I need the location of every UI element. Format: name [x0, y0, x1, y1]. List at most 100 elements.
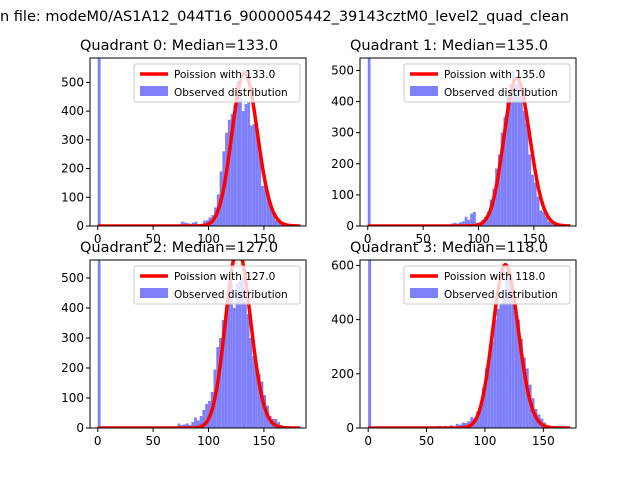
legend-observed-label: Observed distribution	[444, 289, 558, 301]
x-tick-label: 0	[364, 232, 372, 246]
panel-title: Quadrant 2: Median=127.0	[80, 240, 278, 256]
y-tick-label: 600	[331, 258, 354, 272]
histogram-bar	[236, 80, 239, 226]
histogram-bar	[511, 289, 515, 428]
histogram-bar	[533, 182, 537, 226]
legend-poisson-label: Poission with 133.0	[174, 69, 275, 81]
panel-title: Quadrant 3: Median=118.0	[350, 240, 548, 256]
panel-title: Quadrant 1: Median=135.0	[350, 38, 548, 54]
histogram-bar	[255, 128, 259, 226]
histogram-bar	[484, 368, 488, 428]
histogram-bar	[455, 423, 459, 428]
legend: Poission with 135.0 Observed distribution	[403, 63, 571, 103]
histogram-bar	[547, 221, 551, 226]
legend-box	[133, 63, 301, 103]
legend-observed-swatch	[410, 86, 438, 96]
x-tick-label: 150	[252, 232, 275, 246]
histogram-bar	[517, 82, 521, 226]
legend-observed-swatch	[140, 288, 168, 298]
histogram-bar	[479, 406, 483, 428]
histogram-bar	[243, 302, 247, 428]
histogram-bar	[487, 360, 491, 428]
histogram-bar	[514, 303, 518, 428]
legend-poisson-label: Poission with 118.0	[444, 271, 545, 283]
histogram-bar	[490, 341, 494, 428]
x-tick-label: 50	[145, 232, 160, 246]
y-tick-label: 200	[331, 367, 354, 381]
x-tick-label: 100	[197, 434, 220, 448]
histogram-bar	[252, 124, 256, 226]
y-tick-label: 200	[61, 361, 84, 375]
histogram-bar	[185, 423, 189, 428]
y-tick-label: 400	[331, 95, 354, 109]
histogram-bar	[227, 119, 231, 226]
histogram-bar	[482, 387, 485, 428]
histogram-bar	[550, 222, 554, 226]
histogram-bar	[238, 91, 242, 226]
histogram-bar	[544, 216, 548, 226]
histogram-bar	[250, 125, 253, 226]
histogram-bar	[235, 284, 239, 428]
plot-area	[96, 260, 302, 428]
panel-title: Quadrant 0: Median=133.0	[80, 38, 278, 54]
y-tick-label: 100	[61, 190, 84, 204]
histogram-bar	[194, 221, 198, 226]
x-tick-label: 100	[473, 434, 496, 448]
legend-observed-label: Observed distribution	[174, 87, 288, 99]
y-tick-label: 200	[61, 162, 84, 176]
y-tick-label: 300	[61, 133, 84, 147]
histogram-bar	[470, 213, 473, 226]
histogram-bar	[505, 276, 509, 428]
histogram-bar	[486, 212, 490, 226]
legend-observed-swatch	[410, 288, 438, 298]
x-tick-label: 0	[94, 232, 102, 246]
histogram-bar	[241, 278, 244, 428]
axes-frame	[359, 57, 577, 227]
x-tick-label: 150	[522, 232, 545, 246]
legend-box	[133, 265, 301, 305]
histogram-bar	[230, 114, 234, 226]
histogram-panel-1: Quadrant 1: Median=135.0 0 50 100 150 0 100 200…	[331, 38, 577, 246]
axes-frame	[89, 57, 307, 227]
histogram-bar	[508, 84, 512, 226]
y-tick-label: 500	[331, 63, 354, 77]
histogram-bar	[196, 420, 200, 428]
y-tick-label: 400	[331, 313, 354, 327]
histogram-bar	[247, 102, 251, 226]
legend: Poission with 133.0 Observed distribution	[133, 63, 301, 103]
histogram-bar	[199, 416, 203, 428]
histogram-bar	[244, 103, 248, 226]
legend-poisson-label: Poission with 127.0	[174, 271, 275, 283]
histogram-bar	[260, 381, 264, 428]
histogram-bar	[492, 188, 496, 226]
histogram-bar	[191, 422, 195, 428]
plot-area	[366, 58, 572, 226]
histogram-bar	[536, 196, 540, 226]
histogram-bar	[205, 404, 208, 428]
histogram-bar	[252, 356, 256, 428]
y-tick-label: 300	[331, 126, 354, 140]
y-tick-label: 500	[61, 75, 84, 89]
histogram-bar	[258, 154, 262, 226]
histogram-bar	[232, 308, 236, 428]
histogram-bar	[495, 168, 498, 226]
poisson-curve	[96, 260, 302, 428]
histogram-bar	[263, 182, 267, 226]
histogram-bar	[522, 357, 526, 428]
y-tick-label: 500	[61, 271, 84, 285]
histogram-bar	[542, 212, 545, 226]
y-tick-label: 0	[346, 219, 354, 233]
histogram-bar	[183, 424, 186, 428]
x-tick-label: 100	[467, 232, 490, 246]
x-tick-label: 0	[94, 434, 102, 448]
y-tick-label: 100	[61, 391, 84, 405]
histogram-bar	[528, 154, 532, 226]
histogram-bar	[224, 312, 228, 428]
legend-observed-label: Observed distribution	[174, 289, 288, 301]
axes-frame	[89, 259, 307, 429]
x-tick-label: 50	[145, 434, 160, 448]
poisson-curve	[367, 262, 572, 428]
histogram-bar	[508, 273, 512, 428]
histogram-bar	[502, 297, 506, 428]
y-tick-label: 0	[76, 219, 84, 233]
